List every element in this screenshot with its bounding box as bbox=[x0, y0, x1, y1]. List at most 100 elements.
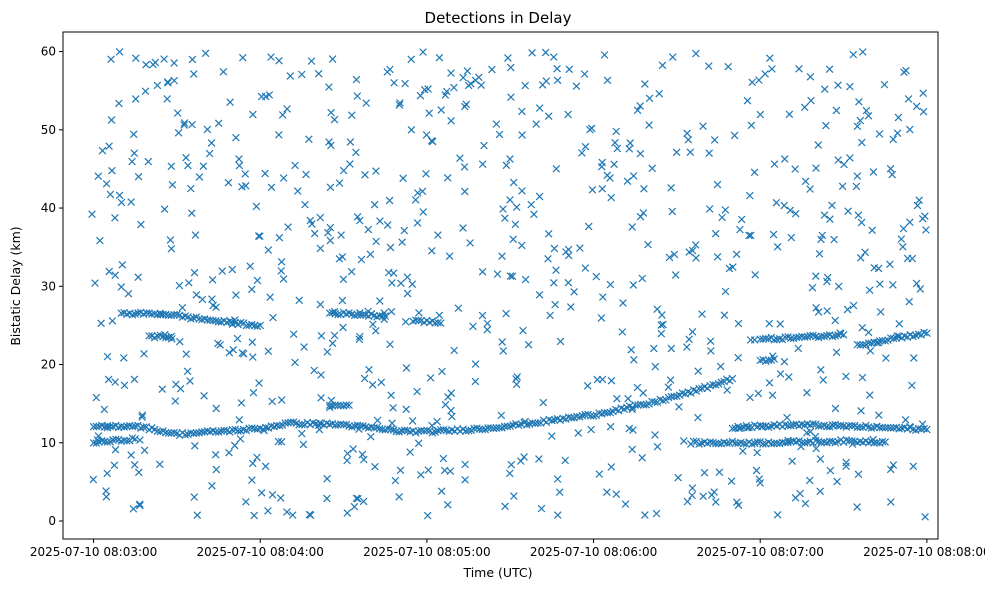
scatter-point bbox=[509, 235, 518, 244]
scatter-point bbox=[180, 119, 189, 127]
scatter-point bbox=[305, 510, 314, 519]
scatter-point bbox=[650, 398, 659, 406]
scatter-point bbox=[339, 275, 348, 284]
scatter-point bbox=[746, 231, 755, 240]
scatter-point bbox=[723, 439, 731, 448]
scatter-point bbox=[278, 111, 287, 119]
scatter-point bbox=[738, 447, 747, 455]
scatter-point bbox=[667, 344, 676, 353]
scatter-point bbox=[370, 200, 379, 209]
scatter-point bbox=[623, 177, 632, 186]
scatter-point bbox=[564, 110, 572, 119]
scatter-point bbox=[640, 184, 648, 193]
scatter-point bbox=[727, 477, 736, 486]
scatter-point bbox=[330, 331, 339, 340]
scatter-point bbox=[672, 148, 681, 157]
scatter-point bbox=[855, 97, 863, 106]
scatter-point bbox=[437, 106, 446, 114]
scatter-point bbox=[403, 289, 412, 298]
scatter-point bbox=[658, 311, 666, 319]
scatter-point bbox=[477, 81, 486, 90]
scatter-point bbox=[330, 115, 339, 124]
scatter-point bbox=[408, 280, 417, 289]
scatter-point bbox=[750, 168, 759, 177]
scatter-point bbox=[527, 200, 536, 209]
scatter-point bbox=[247, 285, 256, 294]
scatter-point bbox=[352, 75, 361, 84]
scatter-point bbox=[433, 417, 441, 426]
scatter-point bbox=[718, 213, 726, 222]
scatter-point bbox=[214, 339, 222, 348]
scatter-point bbox=[302, 170, 310, 179]
scatter-point bbox=[461, 475, 469, 484]
scatter-point bbox=[613, 144, 622, 153]
scatter-point bbox=[576, 244, 584, 252]
scatter-point bbox=[644, 240, 652, 249]
scatter-point bbox=[600, 408, 609, 417]
scatter-point bbox=[275, 56, 283, 65]
scatter-point bbox=[784, 373, 793, 381]
scatter-point bbox=[130, 149, 139, 158]
scatter-point bbox=[593, 375, 602, 384]
y-tick-label: 40 bbox=[41, 201, 56, 215]
scatter-point bbox=[389, 403, 397, 412]
scatter-point bbox=[544, 229, 553, 238]
x-tick-label: 2025-07-10 08:05:00 bbox=[363, 545, 490, 559]
scatter-point bbox=[353, 92, 362, 100]
scatter-point bbox=[264, 347, 273, 356]
scatter-point bbox=[864, 328, 873, 337]
scatter-point bbox=[875, 130, 884, 138]
scatter-point bbox=[832, 348, 841, 357]
scatter-point bbox=[456, 154, 464, 163]
scatter-point bbox=[629, 172, 638, 180]
scatter-point bbox=[501, 502, 509, 511]
scatter-point bbox=[478, 160, 487, 169]
scatter-point bbox=[834, 81, 842, 90]
scatter-point bbox=[801, 499, 810, 508]
scatter-point bbox=[746, 336, 755, 344]
scatter-point bbox=[679, 437, 688, 445]
scatter-point bbox=[238, 182, 246, 191]
scatter-point bbox=[913, 201, 922, 210]
scatter-point bbox=[191, 231, 200, 239]
scatter-point bbox=[354, 494, 362, 503]
scatter-point bbox=[603, 76, 612, 85]
scatter-point bbox=[769, 230, 778, 239]
scatter-point bbox=[105, 142, 113, 151]
scatter-point bbox=[401, 317, 410, 326]
scatter-point bbox=[181, 430, 190, 439]
scatter-point bbox=[649, 344, 658, 353]
scatter-point bbox=[668, 53, 677, 61]
scatter-point bbox=[338, 296, 347, 305]
scatter-point bbox=[638, 453, 647, 462]
scatter-point bbox=[607, 376, 616, 385]
scatter-point bbox=[692, 49, 700, 58]
scatter-point bbox=[833, 477, 841, 486]
scatter-point bbox=[166, 236, 175, 244]
scatter-point bbox=[518, 131, 526, 139]
scatter-point bbox=[745, 231, 753, 240]
scatter-point bbox=[102, 487, 110, 495]
scatter-point bbox=[634, 401, 642, 409]
scatter-point bbox=[168, 180, 177, 189]
scatter-point bbox=[460, 187, 469, 196]
scatter-point bbox=[466, 239, 474, 247]
scatter-point bbox=[443, 173, 452, 182]
scatter-point bbox=[547, 432, 556, 440]
scatter-point bbox=[893, 332, 902, 340]
scatter-point bbox=[581, 410, 590, 419]
scatter-point bbox=[803, 388, 811, 397]
scatter-point bbox=[645, 121, 653, 129]
scatter-point bbox=[801, 177, 810, 186]
scatter-point bbox=[513, 373, 522, 381]
scatter-point bbox=[869, 168, 878, 176]
scatter-point bbox=[651, 431, 659, 439]
scatter-point bbox=[674, 473, 682, 482]
scatter-point bbox=[898, 242, 907, 251]
scatter-point bbox=[208, 481, 216, 490]
scatter-point bbox=[431, 319, 440, 327]
scatter-point bbox=[375, 297, 384, 305]
scatter-point bbox=[552, 266, 560, 275]
scatter-point bbox=[352, 148, 360, 157]
